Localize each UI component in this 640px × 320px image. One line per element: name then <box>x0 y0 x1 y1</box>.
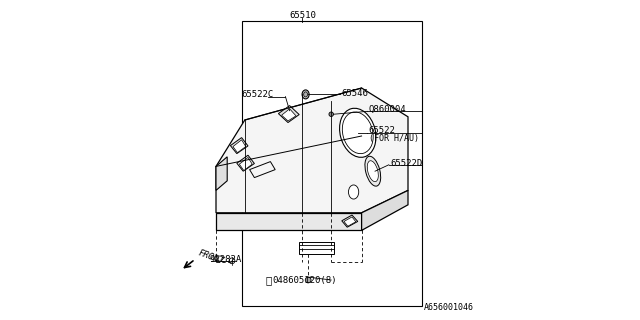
Text: 65546: 65546 <box>342 89 369 98</box>
Polygon shape <box>216 213 362 230</box>
Polygon shape <box>216 157 227 190</box>
Polygon shape <box>239 157 252 171</box>
Text: A656001046: A656001046 <box>424 303 474 312</box>
Polygon shape <box>300 242 334 254</box>
Ellipse shape <box>340 108 376 157</box>
Text: Q860004: Q860004 <box>369 105 406 114</box>
Polygon shape <box>344 217 356 226</box>
Text: 65522D: 65522D <box>390 159 422 168</box>
Circle shape <box>329 112 333 116</box>
Ellipse shape <box>349 185 359 199</box>
Bar <box>242 21 422 306</box>
Ellipse shape <box>342 112 373 154</box>
Text: 65522: 65522 <box>369 126 396 135</box>
Circle shape <box>229 258 235 264</box>
Polygon shape <box>282 109 296 121</box>
Polygon shape <box>342 215 358 227</box>
Ellipse shape <box>302 90 309 99</box>
Text: 65510: 65510 <box>289 11 316 20</box>
Text: 65522C: 65522C <box>242 90 274 99</box>
Ellipse shape <box>304 92 308 97</box>
Polygon shape <box>233 140 246 153</box>
Text: 94282A: 94282A <box>210 255 242 264</box>
Ellipse shape <box>365 156 381 186</box>
Circle shape <box>305 277 311 283</box>
Polygon shape <box>278 106 300 123</box>
Polygon shape <box>237 155 254 171</box>
Text: (FOR H/AU): (FOR H/AU) <box>369 134 419 143</box>
Ellipse shape <box>367 161 378 182</box>
Polygon shape <box>230 138 248 154</box>
Polygon shape <box>362 190 408 230</box>
Text: 048605120(8): 048605120(8) <box>273 276 337 284</box>
Text: Ⓢ: Ⓢ <box>265 275 271 285</box>
Text: FRONT: FRONT <box>197 249 225 267</box>
Polygon shape <box>216 88 408 213</box>
